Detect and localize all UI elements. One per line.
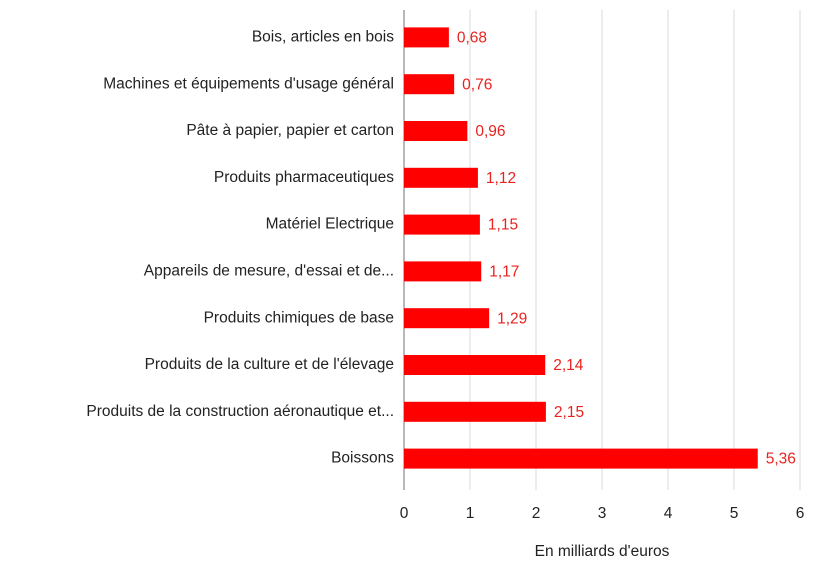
value-label: 0,68	[457, 29, 487, 46]
value-label: 5,36	[766, 451, 796, 468]
x-tick-label: 5	[730, 505, 739, 522]
y-tick-label: Produits pharmaceutiques	[214, 169, 394, 186]
bar	[404, 27, 449, 48]
y-tick-label: Produits de la culture et de l'élevage	[145, 356, 394, 373]
value-label: 1,12	[486, 170, 516, 187]
x-axis-label: En milliards d'euros	[535, 543, 670, 560]
value-label: 1,29	[497, 310, 527, 327]
bar	[404, 308, 490, 329]
x-tick-label: 1	[466, 505, 475, 522]
value-label: 1,17	[489, 263, 519, 280]
bar	[404, 401, 546, 422]
x-tick-label: 2	[532, 505, 541, 522]
bar	[404, 167, 478, 188]
y-tick-label: Boissons	[331, 450, 394, 467]
value-label: 2,15	[554, 404, 584, 421]
bar	[404, 121, 468, 141]
bar	[404, 448, 758, 469]
value-label: 0,76	[462, 76, 492, 93]
bar	[404, 74, 455, 95]
bar	[404, 214, 480, 235]
y-tick-label: Matériel Electrique	[266, 216, 394, 233]
y-tick-label: Produits chimiques de base	[204, 309, 394, 326]
bar	[404, 261, 482, 282]
x-tick-label: 4	[664, 505, 673, 522]
y-tick-label: Machines et équipements d'usage général	[103, 75, 394, 92]
y-tick-label: Appareils de mesure, d'essai et de...	[144, 262, 394, 279]
bar	[404, 355, 546, 375]
x-tick-label: 3	[598, 505, 607, 522]
value-label: 0,96	[475, 123, 505, 140]
y-tick-label: Pâte à papier, papier et carton	[186, 122, 394, 139]
y-tick-label: Produits de la construction aéronautique…	[86, 403, 394, 420]
x-tick-label: 6	[796, 505, 805, 522]
y-tick-label: Bois, articles en bois	[252, 28, 394, 45]
value-label: 1,15	[488, 217, 518, 234]
value-label: 2,14	[553, 357, 584, 374]
x-tick-label: 0	[400, 505, 409, 522]
